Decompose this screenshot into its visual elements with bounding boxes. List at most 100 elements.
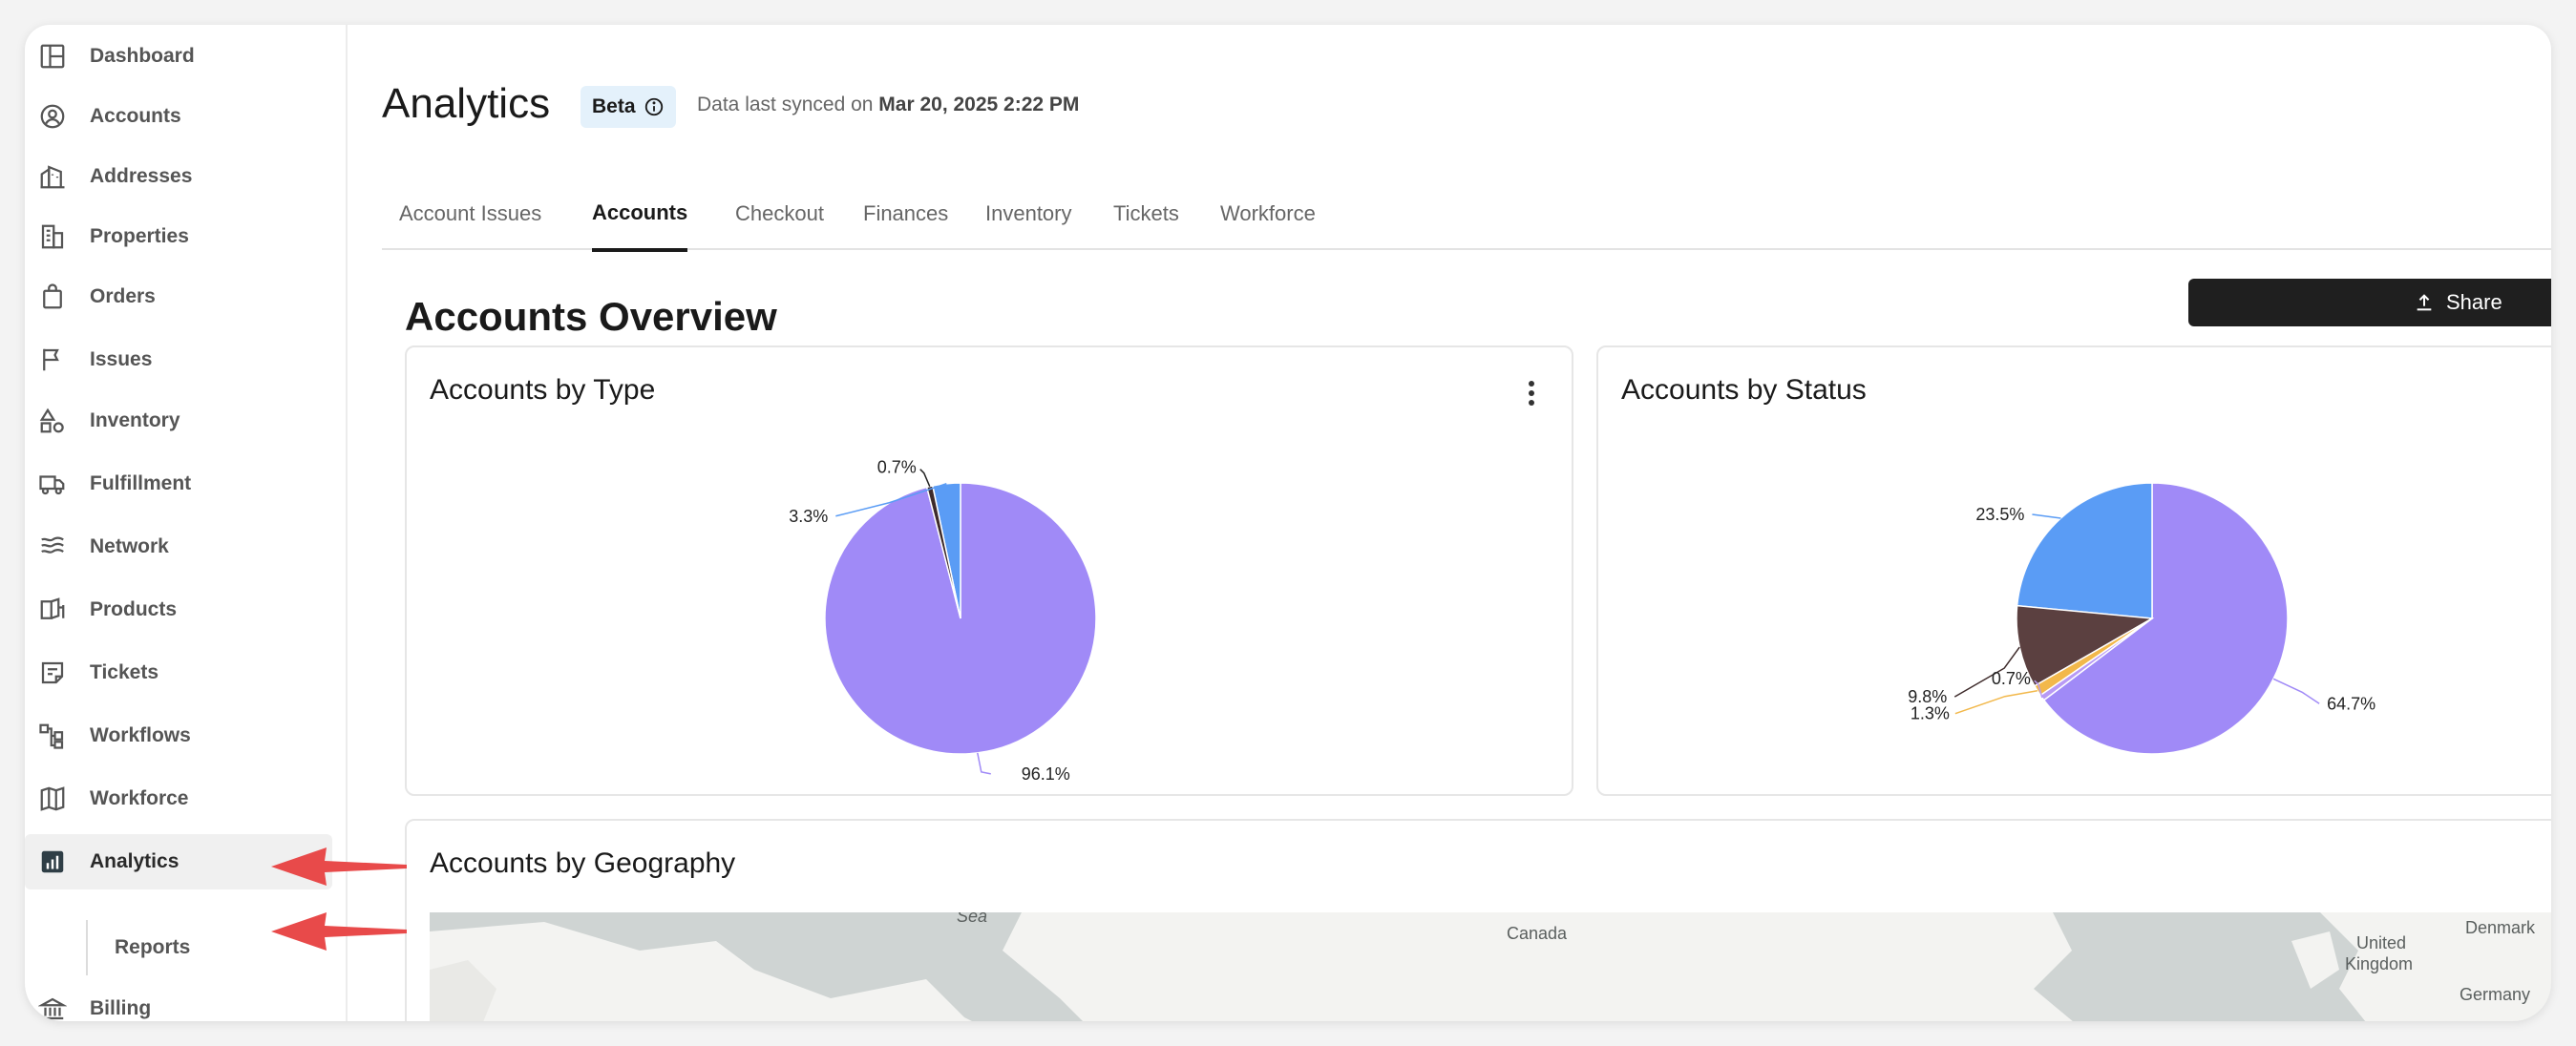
tab-checkout[interactable]: Checkout — [735, 201, 824, 225]
map-label-uk: United — [2356, 933, 2406, 953]
sidebar-item-workforce[interactable]: Workforce — [25, 771, 332, 826]
user-circle-icon — [38, 102, 67, 131]
pie-data-label: 0.7% — [877, 458, 917, 477]
pie-leader-line — [2032, 513, 2061, 519]
sidebar-item-label: Addresses — [90, 165, 193, 187]
card-accounts-by-status: Accounts by Status 64.7% 23.5% 9.8% 1.3% 0.7… — [1596, 345, 2551, 796]
pie-slice[interactable] — [2042, 482, 2289, 755]
app-window: Dashboard Accounts Addresses Properties … — [25, 25, 2551, 1021]
tab-finances[interactable]: Finances — [863, 201, 949, 225]
more-vertical-icon[interactable] — [1526, 380, 1537, 407]
sidebar-item-analytics[interactable]: Analytics — [25, 834, 332, 889]
card-title: Accounts by Type — [430, 374, 656, 406]
buildings-icon — [38, 222, 67, 251]
pie-data-label: 64.7% — [2327, 694, 2375, 713]
note-icon — [38, 659, 67, 687]
sidebar-item-workflows[interactable]: Workflows — [25, 708, 332, 764]
tab-bar: Account Issues Accounts Checkout Finance… — [382, 178, 2551, 252]
sidebar-subitem-reports[interactable]: Reports — [86, 920, 277, 975]
sidebar-item-orders[interactable]: Orders — [25, 269, 332, 324]
sidebar-item-properties[interactable]: Properties — [25, 209, 332, 264]
card-title: Accounts by Geography — [430, 847, 736, 879]
sidebar-item-label: Dashboard — [90, 45, 195, 67]
pie-leader-line — [1953, 646, 2020, 698]
info-icon — [644, 97, 663, 116]
map-label-germany: Germany — [2460, 985, 2531, 1004]
sidebar-item-label: Billing — [90, 997, 152, 1019]
sync-status: Data last synced on Mar 20, 2025 2:22 PM — [697, 94, 1079, 116]
map-landmass — [430, 912, 2551, 1021]
sidebar-item-tickets[interactable]: Tickets — [25, 645, 332, 701]
share-button[interactable]: Share — [2188, 279, 2551, 326]
sidebar-item-label: Workforce — [90, 787, 189, 809]
sidebar-item-billing[interactable]: Billing — [25, 981, 332, 1021]
bank-icon — [37, 994, 68, 1021]
pie-leader-line — [1954, 689, 2038, 715]
sidebar-item-accounts[interactable]: Accounts — [25, 89, 332, 144]
pie-leader-line — [2034, 680, 2043, 699]
sync-time: Mar 20, 2025 2:22 PM — [878, 94, 1080, 115]
sidebar-item-label: Inventory — [90, 409, 180, 431]
sidebar-item-label: Orders — [90, 285, 156, 307]
shopping-bag-icon — [38, 282, 67, 311]
map-label-uk-line2: Kingdom — [2345, 954, 2414, 973]
hierarchy-icon — [38, 722, 67, 750]
card-accounts-by-type: Accounts by Type 96.1% 3.3% 0.7% — [405, 345, 1573, 796]
sidebar-item-label: Tickets — [90, 661, 158, 683]
sidebar-item-addresses[interactable]: Addresses — [25, 149, 332, 204]
sidebar-item-label: Properties — [90, 225, 189, 247]
sidebar-item-issues[interactable]: Issues — [25, 332, 332, 387]
sidebar-item-inventory[interactable]: Inventory — [25, 393, 332, 449]
pie-chart-status: 64.7% 23.5% 9.8%1.3% 0.7% — [1908, 482, 2375, 755]
pie-data-label: 1.3% — [1911, 704, 1950, 723]
card-accounts-by-geography: Accounts by Geography Sea Canada United … — [405, 819, 2551, 1021]
sidebar-item-label: Fulfillment — [90, 472, 192, 494]
sidebar-item-fulfillment[interactable]: Fulfillment — [25, 456, 332, 512]
tab-account-issues[interactable]: Account Issues — [399, 201, 542, 225]
pie-data-label: 9.8% — [1908, 687, 1947, 706]
tab-tickets[interactable]: Tickets — [1113, 201, 1179, 225]
upload-icon — [2417, 294, 2432, 311]
annotation-arrow-reports — [271, 912, 407, 951]
pie-leader-line — [835, 483, 947, 517]
map-label-sea: Sea — [957, 912, 988, 926]
waves-icon — [38, 533, 67, 561]
share-label: Share — [2446, 290, 2502, 314]
pie-chart-type: 96.1% 3.3% 0.7% — [789, 458, 1097, 784]
sidebar-item-label: Products — [90, 598, 178, 620]
map-label-uk-line1: United — [2356, 933, 2407, 952]
beta-badge-label: Beta — [592, 95, 636, 117]
tab-workforce[interactable]: Workforce — [1220, 201, 1316, 225]
pie-slice[interactable] — [2016, 604, 2155, 687]
pie-slice[interactable] — [2016, 482, 2153, 619]
pie-leader-line — [977, 752, 991, 775]
geography-map[interactable]: Sea Canada United Kingdom Denmark German… — [430, 912, 2551, 1021]
sidebar-item-dashboard[interactable]: Dashboard — [25, 29, 332, 84]
shapes-icon — [38, 407, 67, 435]
pie-data-label: 0.7% — [1992, 669, 2031, 688]
sidebar-item-label: Network — [90, 535, 169, 557]
card-title: Accounts by Status — [1621, 374, 1867, 406]
building-map-icon — [38, 162, 67, 191]
pie-leader-line — [919, 469, 931, 488]
tab-accounts[interactable]: Accounts — [592, 178, 688, 252]
map-fold-icon — [38, 784, 67, 813]
pie-slice[interactable] — [925, 485, 961, 619]
page-title: Analytics — [382, 80, 551, 127]
sidebar-item-label: Issues — [90, 348, 153, 370]
annotation-arrow-analytics — [271, 847, 407, 886]
sidebar-item-label: Accounts — [90, 105, 181, 127]
tab-inventory[interactable]: Inventory — [985, 201, 1072, 225]
sidebar-item-products[interactable]: Products — [25, 582, 332, 638]
pie-data-label: 96.1% — [1022, 764, 1070, 784]
sidebar: Dashboard Accounts Addresses Properties … — [25, 25, 348, 1021]
section-title: Accounts Overview — [405, 294, 777, 339]
layout-icon — [38, 42, 67, 71]
sidebar-item-label: Workflows — [90, 724, 191, 746]
pie-data-label: 3.3% — [789, 507, 828, 526]
map-label-denmark: Denmark — [2465, 918, 2536, 937]
beta-badge[interactable]: Beta — [581, 86, 676, 128]
truck-icon — [38, 470, 67, 498]
sidebar-item-network[interactable]: Network — [25, 519, 332, 575]
pie-data-label: 23.5% — [1975, 505, 2024, 524]
